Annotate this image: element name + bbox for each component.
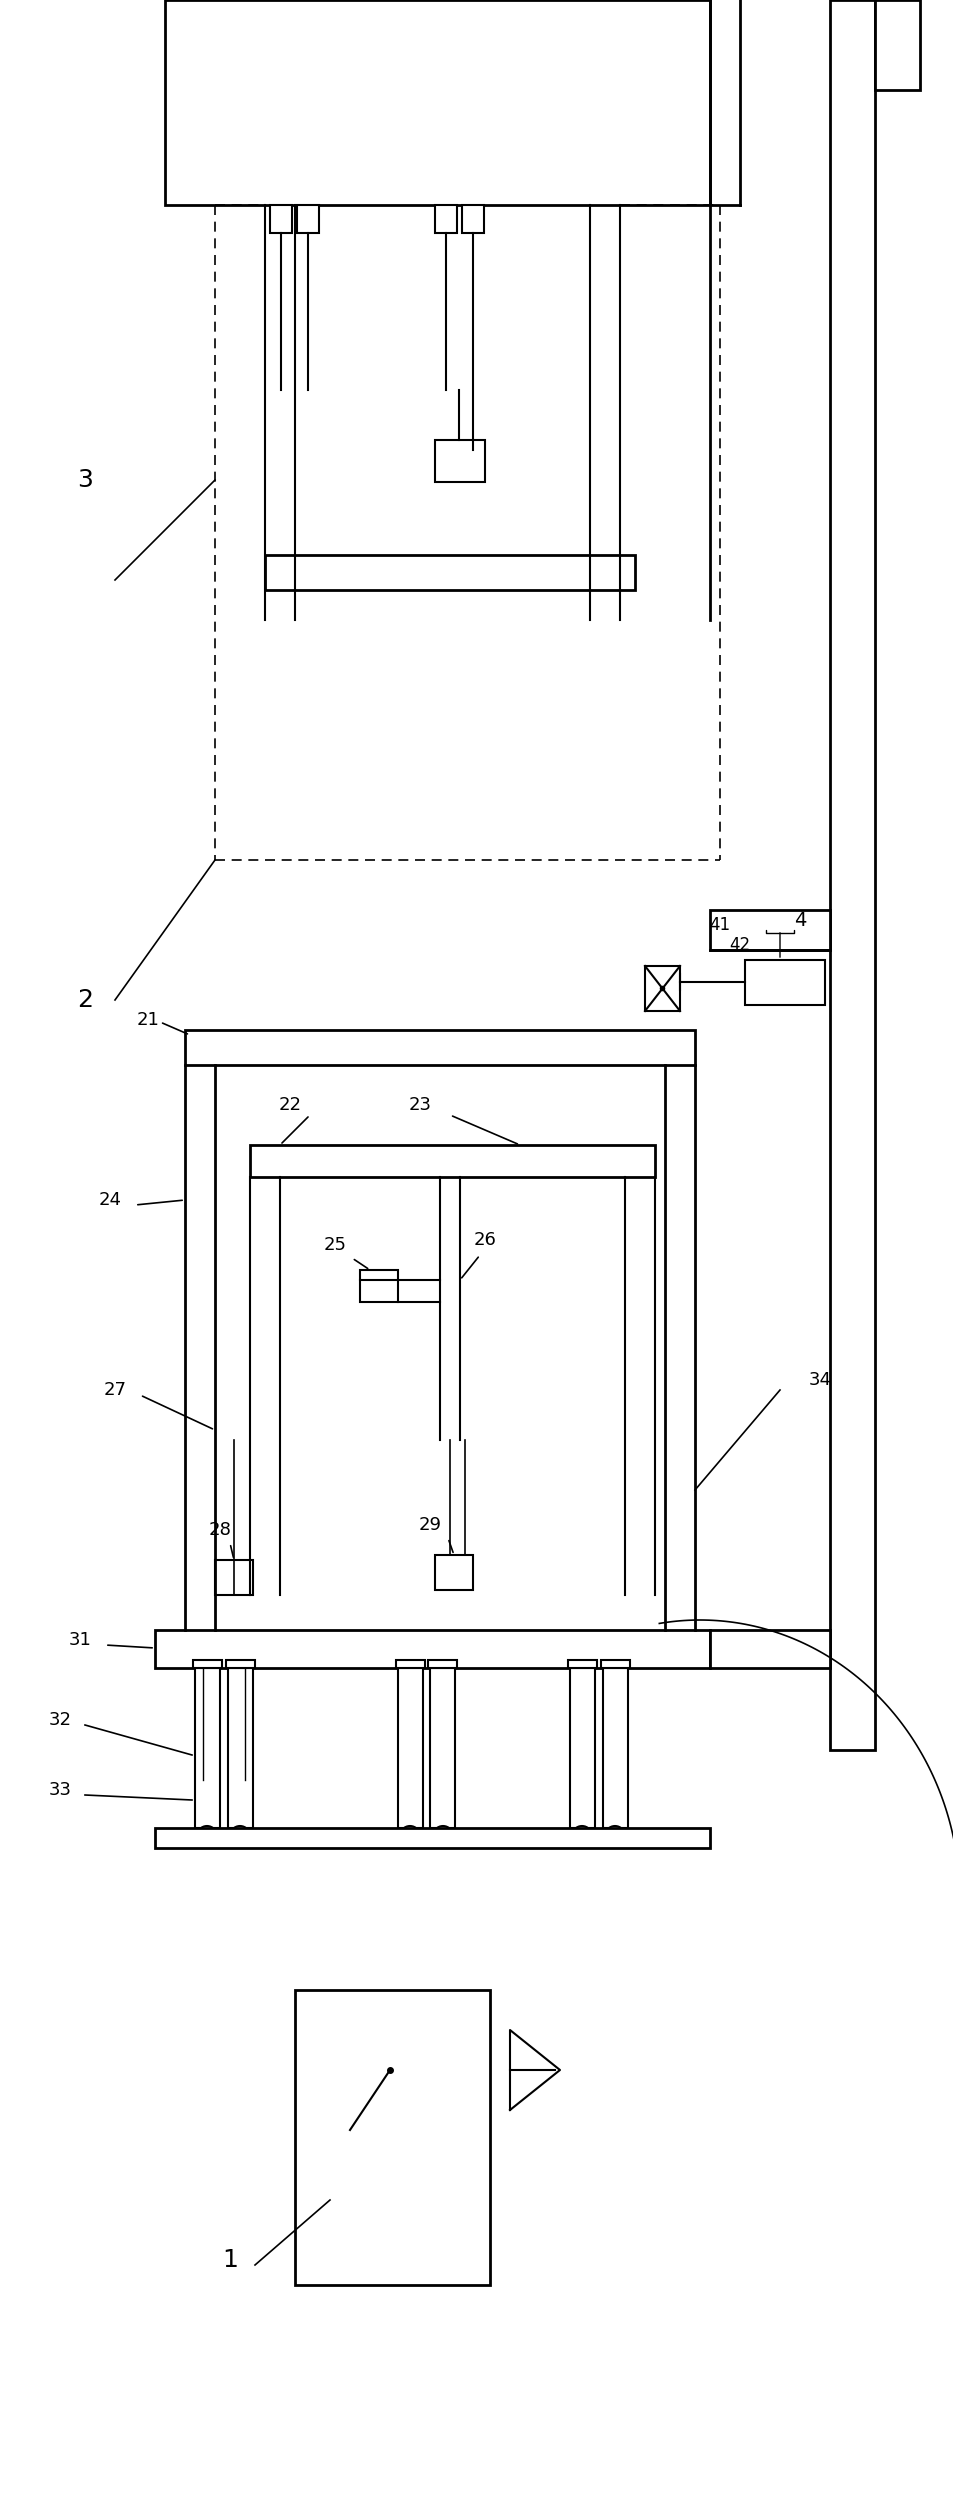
- Text: 24: 24: [98, 1192, 121, 1210]
- Text: 31: 31: [69, 1630, 91, 1648]
- Bar: [193, 1661, 222, 1668]
- Text: 3: 3: [77, 469, 92, 491]
- Bar: [435, 1555, 473, 1590]
- Bar: [228, 1668, 253, 1827]
- Circle shape: [572, 1827, 592, 1847]
- Bar: [165, 0, 709, 204]
- Bar: [567, 1661, 597, 1668]
- Text: 1: 1: [222, 2248, 237, 2273]
- Circle shape: [230, 1827, 250, 1847]
- Text: 28: 28: [209, 1522, 232, 1540]
- Bar: [435, 441, 484, 481]
- Bar: [569, 1668, 595, 1827]
- Bar: [226, 1661, 254, 1668]
- Text: 23: 23: [408, 1096, 431, 1114]
- Text: 22: 22: [278, 1096, 301, 1114]
- Circle shape: [604, 1827, 624, 1847]
- Bar: [829, 0, 874, 1749]
- Text: 4: 4: [793, 910, 805, 930]
- Bar: [600, 1661, 629, 1668]
- Bar: [428, 1661, 456, 1668]
- Bar: [461, 204, 483, 232]
- Bar: [294, 1991, 490, 2286]
- Bar: [154, 1630, 709, 1668]
- Bar: [185, 1031, 695, 1066]
- Bar: [874, 0, 919, 91]
- Circle shape: [399, 1827, 419, 1847]
- Text: 29: 29: [418, 1517, 441, 1535]
- Bar: [395, 1661, 424, 1668]
- Bar: [359, 1270, 397, 1303]
- Bar: [154, 1827, 709, 1847]
- Text: 42: 42: [729, 935, 750, 955]
- Text: 34: 34: [807, 1371, 831, 1389]
- Circle shape: [196, 1827, 216, 1847]
- Bar: [250, 1144, 655, 1177]
- Bar: [602, 1668, 627, 1827]
- Bar: [194, 1668, 220, 1827]
- Text: 32: 32: [49, 1711, 71, 1729]
- Bar: [709, 1630, 829, 1668]
- Text: 21: 21: [136, 1011, 159, 1028]
- Text: 27: 27: [103, 1381, 127, 1399]
- Bar: [744, 960, 824, 1005]
- Text: 26: 26: [473, 1230, 496, 1250]
- Text: 2: 2: [77, 988, 92, 1013]
- Bar: [214, 1560, 253, 1595]
- Bar: [435, 204, 456, 232]
- Bar: [644, 965, 679, 1011]
- Bar: [296, 204, 318, 232]
- Circle shape: [433, 1827, 453, 1847]
- Bar: [397, 1668, 422, 1827]
- Bar: [430, 1668, 455, 1827]
- Text: 33: 33: [49, 1782, 71, 1799]
- Bar: [265, 554, 635, 590]
- Text: 25: 25: [323, 1235, 346, 1255]
- Bar: [709, 910, 829, 950]
- Bar: [270, 204, 292, 232]
- Text: 41: 41: [709, 915, 730, 935]
